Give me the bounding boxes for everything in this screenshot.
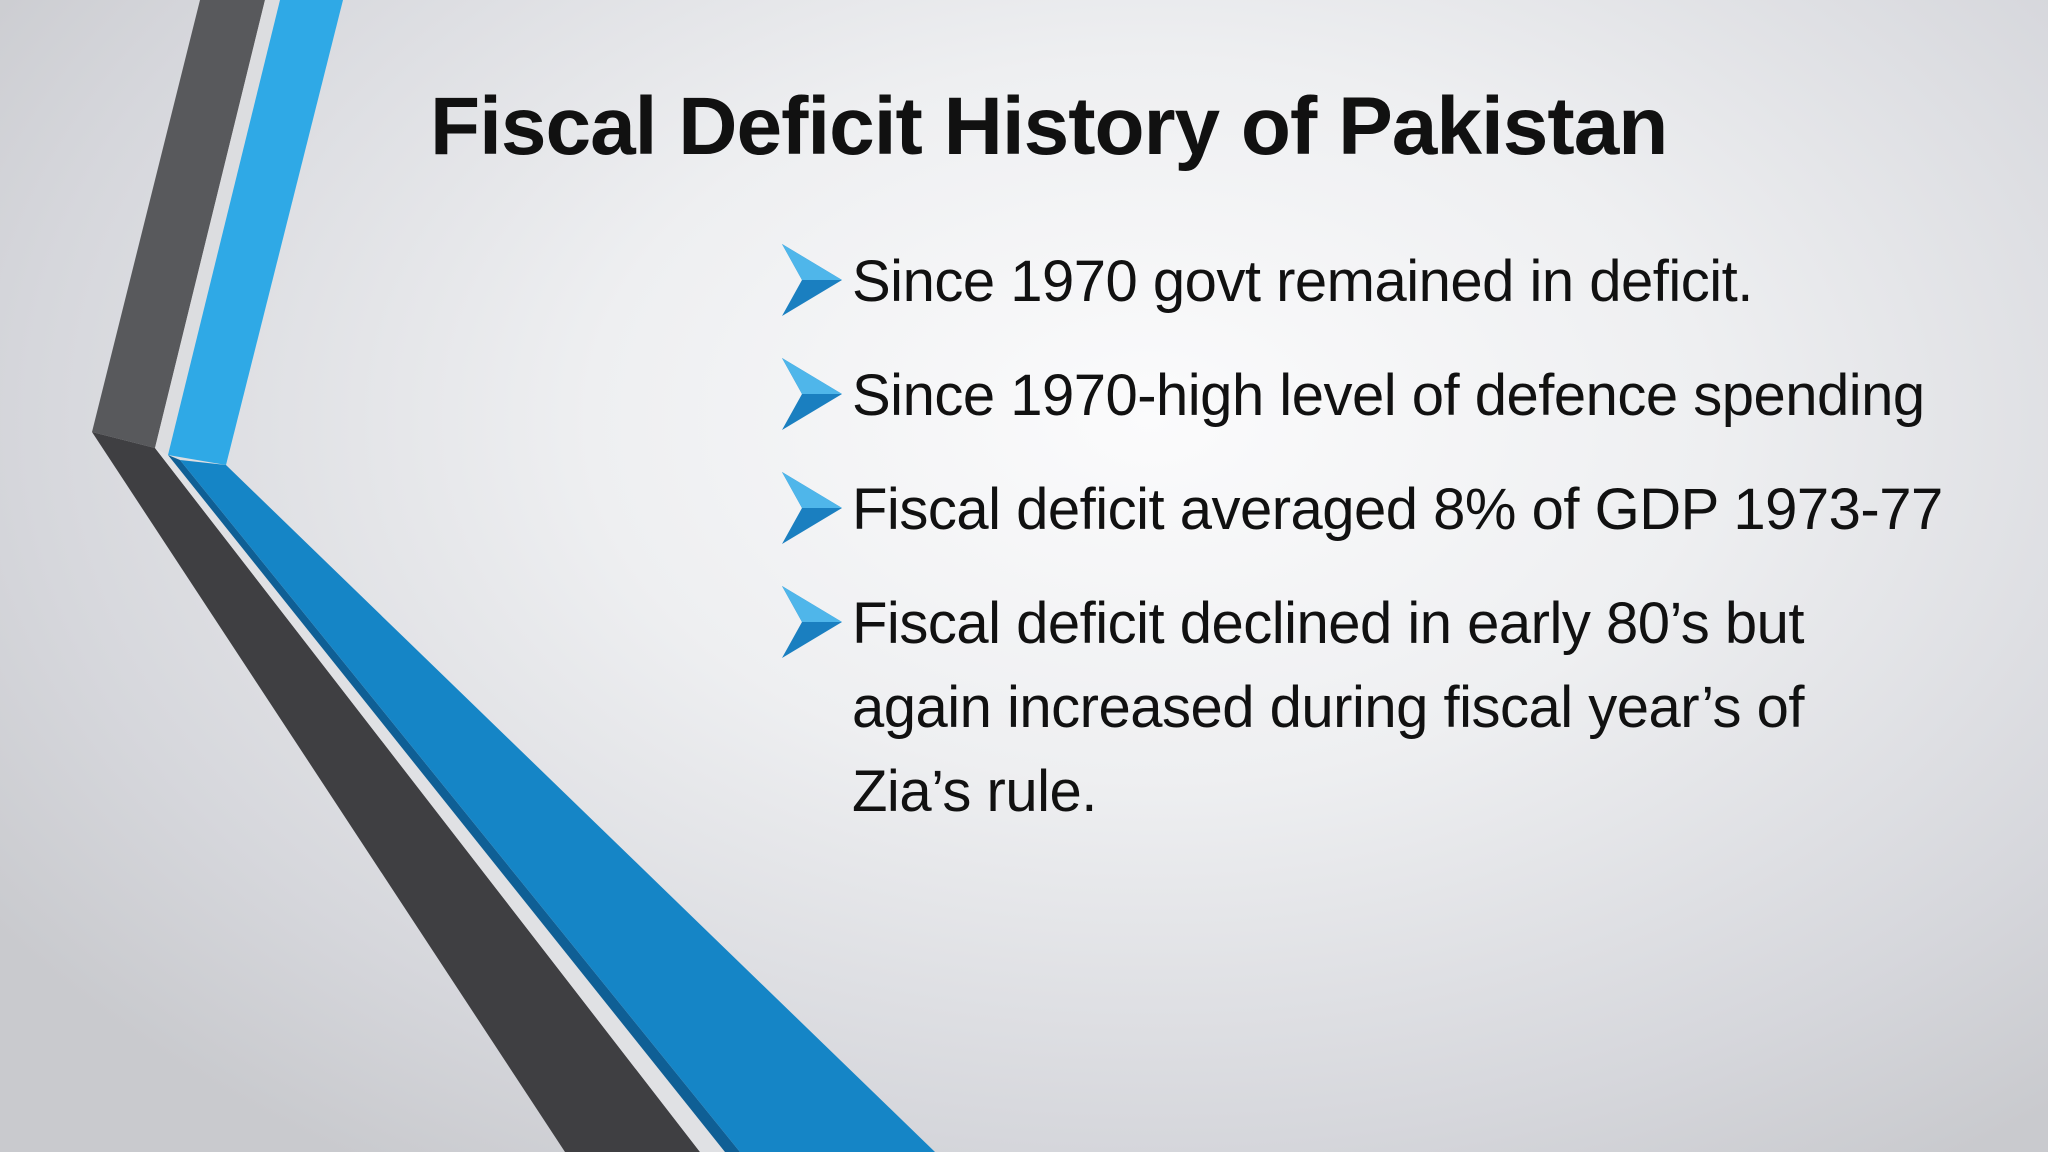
lower-blue-shadow: [168, 455, 740, 1152]
upper-blue-stripe: [168, 0, 343, 465]
bullet-list: Since 1970 govt remained in deficit. Sin…: [780, 240, 2030, 864]
bullet-text: Fiscal deficit declined in early 80’s bu…: [852, 591, 1805, 824]
lower-gray-stripe: [92, 432, 700, 1152]
bullet-text: Since 1970-high level of defence spendin…: [852, 363, 1925, 428]
bullet-item: Fiscal deficit declined in early 80’s bu…: [780, 582, 2030, 834]
arrow-bullet-icon: [782, 244, 842, 316]
slide-title: Fiscal Deficit History of Pakistan: [430, 81, 1668, 172]
upper-gray-stripe: [92, 0, 265, 448]
bullet-item: Since 1970 govt remained in deficit.: [780, 240, 2030, 324]
arrow-bullet-icon: [782, 586, 842, 658]
bullet-item: Since 1970-high level of defence spendin…: [780, 354, 2030, 438]
upper-separator: [155, 0, 280, 452]
lower-blue-stripe: [180, 460, 935, 1152]
bullet-item: Fiscal deficit averaged 8% of GDP 1973-7…: [780, 468, 2030, 552]
bullet-text: Since 1970 govt remained in deficit.: [852, 249, 1753, 314]
bullet-text: Fiscal deficit averaged 8% of GDP 1973-7…: [852, 477, 1943, 542]
lower-separator: [155, 448, 725, 1152]
arrow-bullet-icon: [782, 358, 842, 430]
arrow-bullet-icon: [782, 472, 842, 544]
